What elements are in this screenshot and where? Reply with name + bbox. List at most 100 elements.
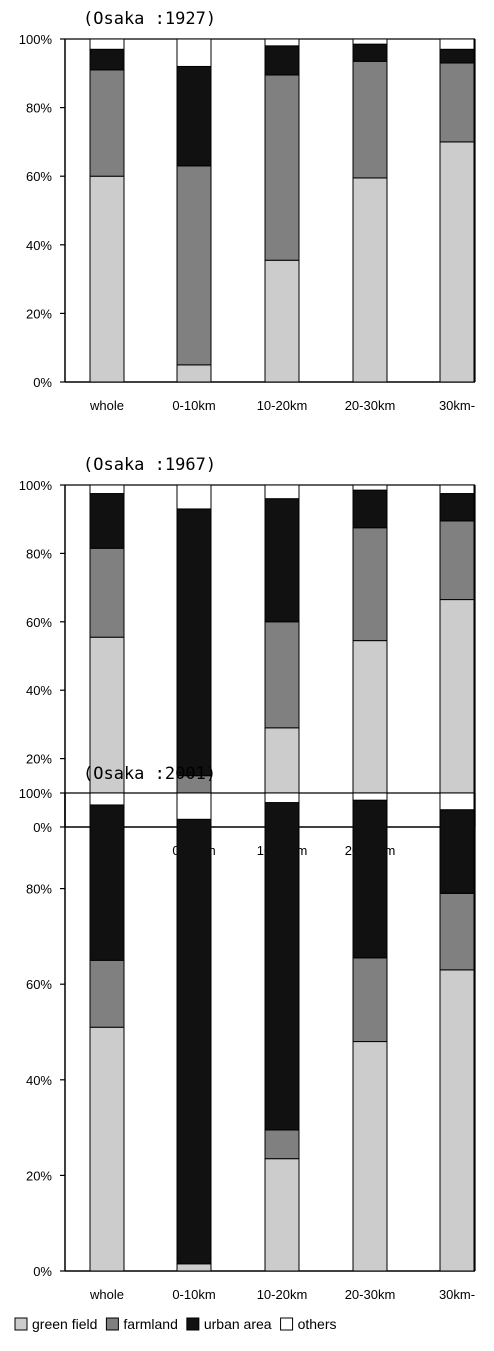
- legend-label: others: [298, 1316, 337, 1332]
- legend-swatch: [186, 1317, 200, 1331]
- category-label: 10-20km: [257, 398, 308, 413]
- legend: green field farmland urban area others: [14, 1316, 337, 1332]
- bar-segment: [352, 60, 388, 179]
- category-label: 10-20km: [257, 1287, 308, 1302]
- bar-segment: [352, 957, 388, 1043]
- y-tick-label: 60%: [26, 169, 52, 184]
- bar-segment: [89, 792, 125, 806]
- bar-segment: [264, 484, 300, 500]
- category-label: 30km-: [439, 398, 475, 413]
- bar-segment: [264, 259, 300, 383]
- bar-segment: [352, 489, 388, 529]
- y-tick-label: 100%: [19, 32, 53, 47]
- legend-label: farmland: [123, 1316, 177, 1332]
- chart-title: (Osaka :1927): [83, 9, 216, 29]
- bar-segment: [264, 45, 300, 76]
- bar-segment: [176, 1263, 212, 1272]
- legend-swatch: [105, 1317, 119, 1331]
- bar-segment: [352, 792, 388, 801]
- bar-segment: [439, 62, 475, 143]
- category-label: whole: [89, 1287, 124, 1302]
- bar-segment: [176, 65, 212, 167]
- chart-title: (Osaka :1967): [83, 455, 216, 475]
- legend-item: farmland: [105, 1316, 178, 1332]
- bar-segment: [89, 804, 125, 961]
- charts-group: (Osaka :1927) 0% 20% 40% 60% 80% 100% whole 0-10…: [19, 9, 476, 1302]
- y-tick-label: 0%: [33, 375, 52, 390]
- bar-segment: [264, 1129, 300, 1160]
- category-label: 0-10km: [172, 398, 215, 413]
- y-tick-label: 40%: [26, 683, 52, 698]
- bar-segment: [352, 1041, 388, 1272]
- y-tick-label: 100%: [19, 786, 53, 801]
- bar-segment: [176, 38, 212, 67]
- bar-segment: [89, 547, 125, 638]
- legend-label: green field: [32, 1316, 97, 1332]
- chart-panel-2: (Osaka :1967)0%20%40%60%80%100%whole0-10…: [19, 455, 476, 858]
- y-tick-label: 80%: [26, 882, 52, 897]
- y-tick-label: 40%: [26, 1073, 52, 1088]
- category-label: 20-30km: [345, 1287, 396, 1302]
- bar-segment: [352, 38, 388, 45]
- bar-segment: [89, 959, 125, 1028]
- bar-segment: [176, 484, 212, 510]
- category-label: whole: [89, 398, 124, 413]
- legend-swatch: [280, 1317, 294, 1331]
- bar-segment: [264, 74, 300, 261]
- category-label: 30km-: [439, 1287, 475, 1302]
- bar-segment: [439, 599, 475, 828]
- y-tick-label: 40%: [26, 238, 52, 253]
- bar-segment: [89, 175, 125, 383]
- legend-item: others: [280, 1316, 337, 1332]
- bar-segment: [352, 527, 388, 642]
- y-tick-label: 20%: [26, 306, 52, 321]
- legend-item: green field: [14, 1316, 97, 1332]
- bar-segment: [352, 484, 388, 491]
- bar-segment: [264, 498, 300, 623]
- bar-segment: [176, 508, 212, 777]
- bar-segment: [439, 520, 475, 601]
- y-tick-label: 60%: [26, 977, 52, 992]
- bar-segment: [352, 177, 388, 383]
- bar-segment: [176, 792, 212, 820]
- chart-panel-3: (Osaka :2001) 0% 20% 40% 60% 80% 100% whole 0-10…: [19, 764, 476, 1302]
- bar-segment: [264, 802, 300, 1131]
- legend-swatch: [14, 1317, 28, 1331]
- bar-segment: [439, 809, 475, 894]
- bar-segment: [352, 43, 388, 62]
- bar-segment: [439, 38, 475, 50]
- y-tick-label: 60%: [26, 615, 52, 630]
- category-label: 20-30km: [345, 398, 396, 413]
- bar-segment: [264, 1158, 300, 1272]
- y-tick-label: 100%: [19, 478, 53, 493]
- bar-segment: [89, 493, 125, 549]
- legend-item: urban area: [186, 1316, 272, 1332]
- bar-segment: [176, 818, 212, 1265]
- y-tick-label: 20%: [26, 752, 52, 767]
- y-tick-label: 0%: [33, 820, 52, 835]
- bar-segment: [439, 484, 475, 495]
- bar-segment: [176, 364, 212, 383]
- bar-segment: [439, 141, 475, 383]
- bar-segment: [264, 38, 300, 47]
- bar-segment: [264, 621, 300, 729]
- bar-segment: [89, 69, 125, 177]
- bar-segment: [264, 792, 300, 804]
- chart-panel-1: (Osaka :1927) 0% 20% 40% 60% 80% 100% whole 0-10…: [19, 9, 476, 413]
- bar-segment: [352, 799, 388, 959]
- bar-segment: [439, 493, 475, 522]
- bar-segment: [439, 892, 475, 971]
- bar-segment: [439, 792, 475, 811]
- bar-segment: [89, 38, 125, 50]
- y-tick-label: 0%: [33, 1264, 52, 1279]
- bar-segment: [89, 48, 125, 71]
- legend-label: urban area: [204, 1316, 272, 1332]
- y-tick-label: 20%: [26, 1168, 52, 1183]
- bar-segment: [439, 969, 475, 1272]
- y-tick-label: 80%: [26, 101, 52, 116]
- bar-segment: [439, 48, 475, 64]
- bar-segment: [89, 484, 125, 495]
- chart-title: (Osaka :2001): [83, 764, 216, 784]
- bar-segment: [176, 165, 212, 366]
